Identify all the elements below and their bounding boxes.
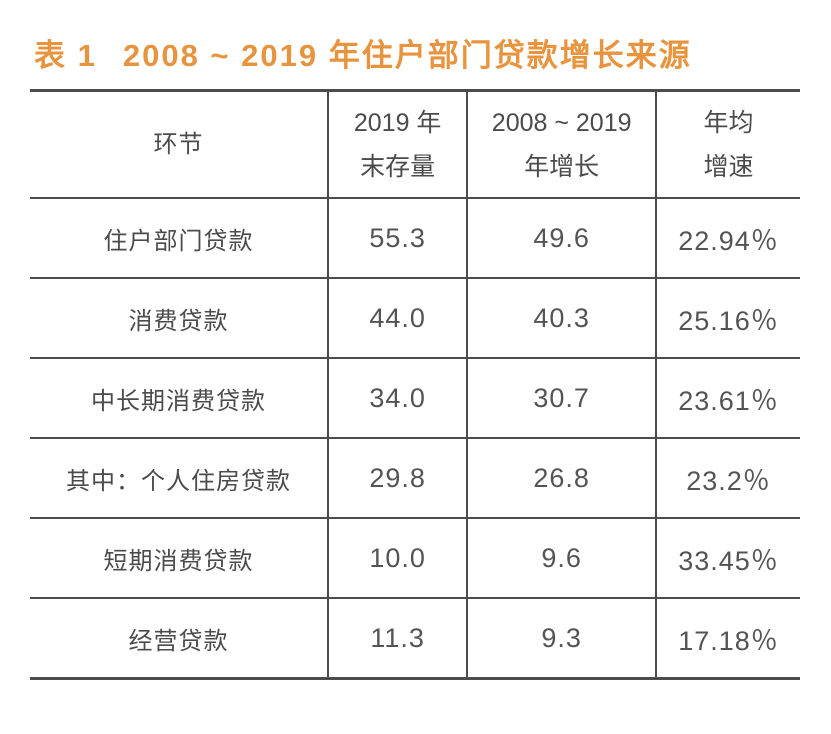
table-row: 其中：个人住房贷款 29.8 26.8 23.2％ <box>30 438 800 519</box>
header-link-label: 环节 <box>153 131 204 158</box>
stock-value: 11.3 <box>370 622 425 653</box>
row-rate-cell: 23.61％ <box>655 358 800 439</box>
header-cell-link: 环节 <box>30 90 329 199</box>
rate-value: 25.16％ <box>678 305 779 336</box>
row-stock-cell: 55.3 <box>327 198 469 279</box>
header-cell-rate: 年均 增速 <box>655 90 800 199</box>
rate-value: 33.45％ <box>678 545 779 576</box>
loan-growth-table: 环节 2019 年 末存量 2008 ~ 2019 年增长 年均 增速 住户部门… <box>30 89 800 680</box>
growth-value: 9.3 <box>541 622 582 653</box>
header-growth-line2: 年增长 <box>524 152 600 181</box>
row-rate-cell: 33.45％ <box>655 518 800 599</box>
table-title: 表 1 2008 ~ 2019 年住户部门贷款增长来源 <box>34 30 692 75</box>
growth-value: 9.6 <box>541 542 582 573</box>
row-label: 住户部门贷款 <box>103 227 254 255</box>
row-stock-cell: 29.8 <box>327 438 469 519</box>
row-stock-cell: 34.0 <box>327 358 469 439</box>
table-row: 消费贷款 44.0 40.3 25.16％ <box>30 278 800 359</box>
table-row: 经营贷款 11.3 9.3 17.18％ <box>30 598 800 679</box>
rate-value: 22.94％ <box>678 225 779 256</box>
rate-value: 23.2％ <box>686 465 771 496</box>
row-stock-cell: 44.0 <box>327 278 469 359</box>
row-growth-cell: 30.7 <box>467 358 657 439</box>
row-label-cell: 经营贷款 <box>30 598 329 679</box>
row-label: 其中：个人住房贷款 <box>65 467 291 495</box>
row-label-cell: 消费贷款 <box>30 278 329 359</box>
row-growth-cell: 49.6 <box>467 198 657 279</box>
growth-value: 30.7 <box>533 382 590 413</box>
header-cell-growth: 2008 ~ 2019 年增长 <box>467 90 657 199</box>
row-rate-cell: 22.94％ <box>655 198 800 279</box>
row-label-cell: 短期消费贷款 <box>30 518 329 599</box>
row-label-cell: 中长期消费贷款 <box>30 358 329 439</box>
row-label: 经营贷款 <box>128 627 229 655</box>
stock-value: 29.8 <box>369 462 426 493</box>
row-label-cell: 住户部门贷款 <box>30 198 329 279</box>
stock-value: 10.0 <box>369 542 426 573</box>
row-growth-cell: 9.3 <box>467 598 657 679</box>
header-rate-line1: 年均 <box>703 108 754 137</box>
stock-value: 34.0 <box>369 382 426 413</box>
header-stock-line2: 末存量 <box>360 152 436 181</box>
row-stock-cell: 11.3 <box>327 598 469 679</box>
table-row: 住户部门贷款 55.3 49.6 22.94％ <box>30 198 800 279</box>
row-stock-cell: 10.0 <box>327 518 469 599</box>
row-label: 中长期消费贷款 <box>90 387 266 415</box>
growth-value: 40.3 <box>533 302 590 333</box>
growth-value: 49.6 <box>533 222 590 253</box>
row-growth-cell: 40.3 <box>467 278 657 359</box>
growth-value: 26.8 <box>533 462 590 493</box>
table-number-label: 表 1 <box>34 38 97 73</box>
row-rate-cell: 25.16％ <box>655 278 800 359</box>
row-label-cell: 其中：个人住房贷款 <box>30 438 329 519</box>
rate-value: 23.61％ <box>678 385 779 416</box>
row-growth-cell: 9.6 <box>467 518 657 599</box>
row-rate-cell: 17.18％ <box>656 598 800 679</box>
row-label: 消费贷款 <box>128 307 229 335</box>
table-row: 短期消费贷款 10.0 9.6 33.45％ <box>30 518 800 599</box>
stock-value: 44.0 <box>369 302 426 333</box>
table-title-text: 2008 ~ 2019 年住户部门贷款增长来源 <box>122 38 692 73</box>
header-rate-line2: 增速 <box>703 152 754 181</box>
table-row: 中长期消费贷款 34.0 30.7 23.61％ <box>30 358 800 439</box>
rate-value: 17.18％ <box>678 625 779 656</box>
header-cell-stock: 2019 年 末存量 <box>327 90 469 199</box>
row-label: 短期消费贷款 <box>103 547 254 575</box>
header-stock-line1: 2019 年 <box>353 108 442 137</box>
header-row: 环节 2019 年 末存量 2008 ~ 2019 年增长 年均 增速 <box>30 90 800 199</box>
row-growth-cell: 26.8 <box>467 438 657 519</box>
header-growth-line1: 2008 ~ 2019 <box>491 108 632 137</box>
row-rate-cell: 23.2％ <box>655 438 800 519</box>
stock-value: 55.3 <box>369 222 426 253</box>
